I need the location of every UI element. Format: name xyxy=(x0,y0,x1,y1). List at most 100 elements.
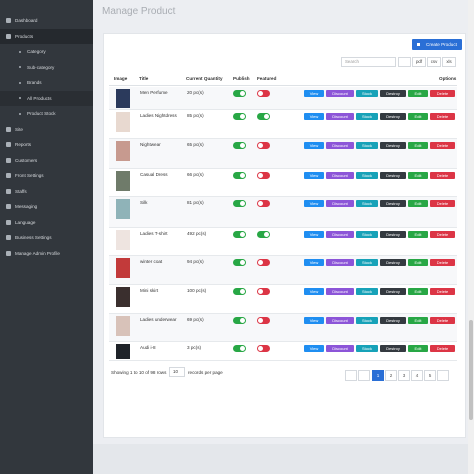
action-button[interactable]: Stock xyxy=(356,345,378,352)
next-page[interactable] xyxy=(437,370,449,381)
action-button[interactable]: Delete xyxy=(430,172,455,179)
publish-toggle[interactable] xyxy=(233,172,246,179)
sidebar-item[interactable]: Language xyxy=(0,215,93,230)
action-button[interactable]: Discount xyxy=(326,288,354,295)
featured-toggle[interactable] xyxy=(257,259,270,266)
featured-toggle[interactable] xyxy=(257,90,270,97)
action-button[interactable]: View xyxy=(304,288,324,295)
create-button[interactable]: Create Product xyxy=(412,39,462,50)
publish-toggle[interactable] xyxy=(233,90,246,97)
publish-toggle[interactable] xyxy=(233,142,246,149)
action-button[interactable]: View xyxy=(304,113,324,120)
featured-toggle[interactable] xyxy=(257,113,270,120)
action-button[interactable]: Destroy xyxy=(380,231,406,238)
action-button[interactable]: Destroy xyxy=(380,259,406,266)
action-button[interactable]: Stock xyxy=(356,200,378,207)
sidebar-item[interactable]: Category xyxy=(0,44,93,59)
sidebar-item[interactable]: Business Settings xyxy=(0,230,93,245)
publish-toggle[interactable] xyxy=(233,317,246,324)
action-button[interactable]: Edit xyxy=(408,317,428,324)
featured-toggle[interactable] xyxy=(257,231,270,238)
export-button[interactable]: pdf xyxy=(412,57,426,67)
page-size-select[interactable]: 10 xyxy=(169,367,185,377)
publish-toggle[interactable] xyxy=(233,200,246,207)
featured-toggle[interactable] xyxy=(257,345,270,352)
featured-toggle[interactable] xyxy=(257,288,270,295)
action-button[interactable]: Discount xyxy=(326,200,354,207)
action-button[interactable]: Delete xyxy=(430,200,455,207)
action-button[interactable]: Edit xyxy=(408,259,428,266)
action-button[interactable]: Stock xyxy=(356,259,378,266)
featured-toggle[interactable] xyxy=(257,200,270,207)
action-button[interactable]: View xyxy=(304,200,324,207)
sidebar-item[interactable]: All Products xyxy=(0,90,93,106)
action-button[interactable]: Delete xyxy=(430,288,455,295)
action-button[interactable]: View xyxy=(304,142,324,149)
action-button[interactable]: View xyxy=(304,259,324,266)
action-button[interactable]: Edit xyxy=(408,142,428,149)
action-button[interactable]: Delete xyxy=(430,259,455,266)
sidebar-item[interactable]: Reports xyxy=(0,137,93,152)
action-button[interactable]: Stock xyxy=(356,317,378,324)
action-button[interactable]: View xyxy=(304,231,324,238)
action-button[interactable]: Stock xyxy=(356,113,378,120)
sidebar-item[interactable]: Brands xyxy=(0,75,93,90)
action-button[interactable]: Edit xyxy=(408,90,428,97)
page-button[interactable]: 3 xyxy=(398,370,410,381)
action-button[interactable]: Delete xyxy=(430,317,455,324)
sidebar-item[interactable]: Dashboard xyxy=(0,13,93,28)
sidebar-item[interactable]: Manage Admin Profile xyxy=(0,246,93,261)
featured-toggle[interactable] xyxy=(257,142,270,149)
action-button[interactable]: Destroy xyxy=(380,317,406,324)
action-button[interactable]: Stock xyxy=(356,231,378,238)
sidebar-item[interactable]: Staffs xyxy=(0,184,93,199)
action-button[interactable]: Discount xyxy=(326,90,354,97)
action-button[interactable]: Discount xyxy=(326,113,354,120)
export-button[interactable]: xls xyxy=(442,57,456,67)
action-button[interactable]: Discount xyxy=(326,317,354,324)
action-button[interactable]: Stock xyxy=(356,142,378,149)
action-button[interactable]: Stock xyxy=(356,90,378,97)
action-button[interactable]: Destroy xyxy=(380,172,406,179)
action-button[interactable]: View xyxy=(304,317,324,324)
page-button[interactable]: 5 xyxy=(424,370,436,381)
featured-toggle[interactable] xyxy=(257,172,270,179)
export-button[interactable]: csv xyxy=(427,57,441,67)
action-button[interactable]: Stock xyxy=(356,288,378,295)
action-button[interactable]: Discount xyxy=(326,142,354,149)
action-button[interactable]: Destroy xyxy=(380,113,406,120)
publish-toggle[interactable] xyxy=(233,113,246,120)
action-button[interactable]: Destroy xyxy=(380,142,406,149)
sidebar-item[interactable]: Customers xyxy=(0,153,93,168)
publish-toggle[interactable] xyxy=(233,259,246,266)
action-button[interactable]: Destroy xyxy=(380,288,406,295)
action-button[interactable]: Discount xyxy=(326,172,354,179)
action-button[interactable]: Discount xyxy=(326,345,354,352)
action-button[interactable]: Edit xyxy=(408,113,428,120)
refresh-button[interactable] xyxy=(398,57,411,67)
action-button[interactable]: Delete xyxy=(430,345,455,352)
action-button[interactable]: View xyxy=(304,172,324,179)
action-button[interactable]: Destroy xyxy=(380,345,406,352)
publish-toggle[interactable] xyxy=(233,345,246,352)
scroll-thumb[interactable] xyxy=(469,320,473,420)
action-button[interactable]: Edit xyxy=(408,200,428,207)
sidebar-item[interactable]: Product Stock xyxy=(0,106,93,121)
action-button[interactable]: View xyxy=(304,345,324,352)
publish-toggle[interactable] xyxy=(233,288,246,295)
sidebar-item[interactable]: Products xyxy=(0,28,93,44)
action-button[interactable]: Delete xyxy=(430,142,455,149)
action-button[interactable]: Destroy xyxy=(380,90,406,97)
action-button[interactable]: Stock xyxy=(356,172,378,179)
featured-toggle[interactable] xyxy=(257,317,270,324)
publish-toggle[interactable] xyxy=(233,231,246,238)
action-button[interactable]: Delete xyxy=(430,231,455,238)
page-button[interactable]: 4 xyxy=(411,370,423,381)
prev-page[interactable] xyxy=(358,370,370,381)
sidebar-item[interactable]: Sub-category xyxy=(0,60,93,75)
page-button[interactable]: 2 xyxy=(385,370,397,381)
action-button[interactable]: Destroy xyxy=(380,200,406,207)
action-button[interactable]: Edit xyxy=(408,231,428,238)
sidebar-item[interactable]: Front Settings xyxy=(0,168,93,183)
action-button[interactable]: Edit xyxy=(408,288,428,295)
